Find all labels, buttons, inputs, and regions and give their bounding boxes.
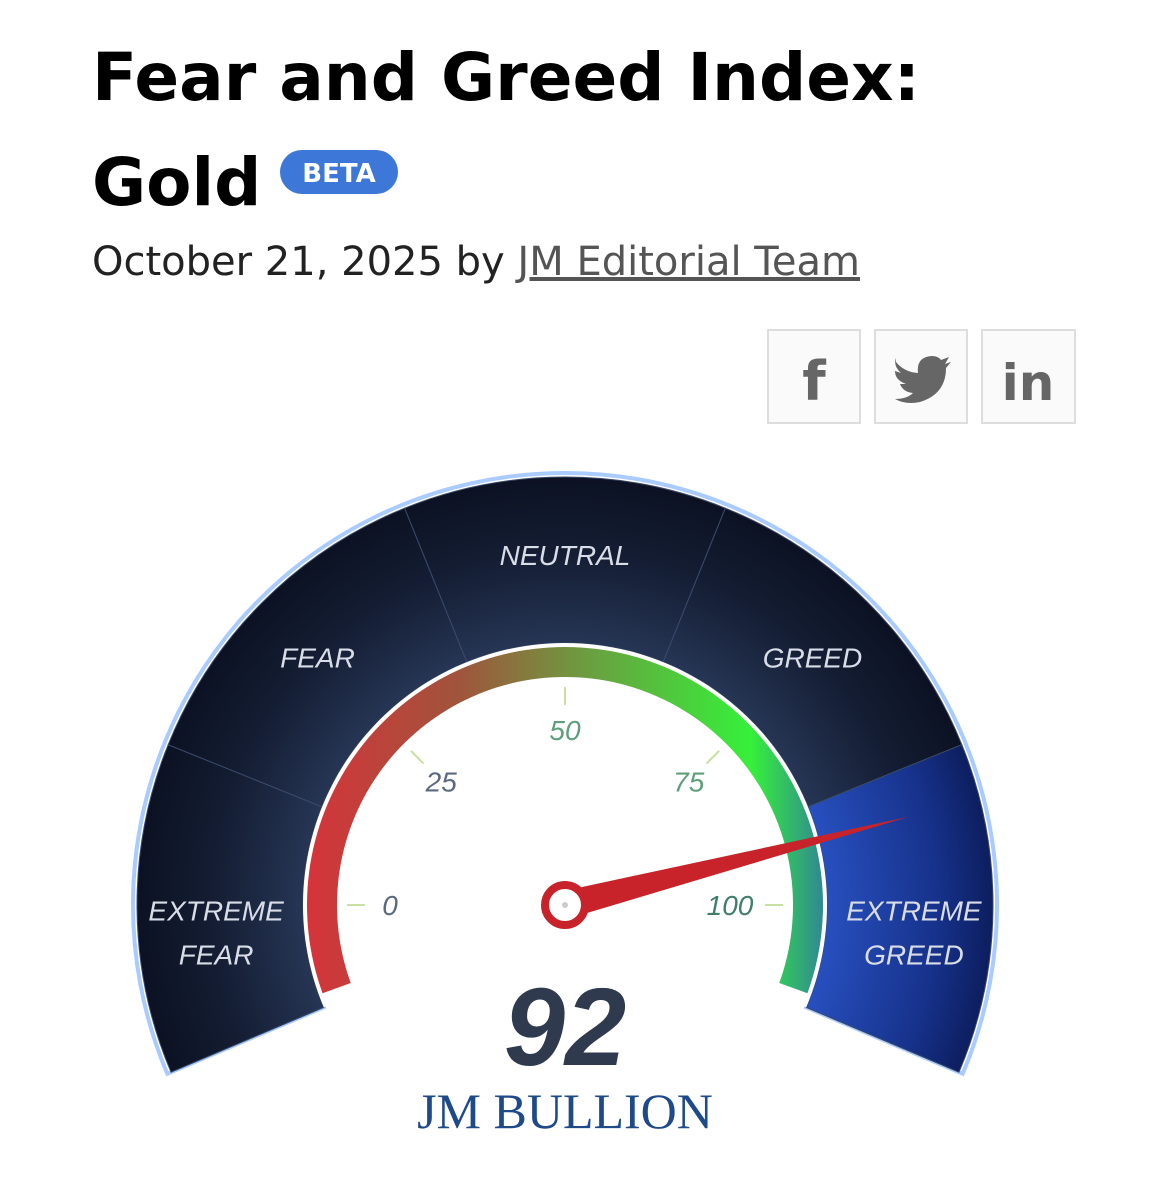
badge-bg — [280, 150, 398, 194]
title: Fear and Greed Index: — [92, 39, 920, 116]
gauge-face — [302, 643, 827, 1008]
zone-label: GREED — [763, 643, 863, 674]
tick-label: 75 — [673, 766, 705, 797]
share-twitter[interactable] — [874, 329, 968, 424]
author-link[interactable]: JM Editorial Team — [514, 239, 860, 285]
brand: JM BULLION — [417, 1083, 713, 1139]
zone-label: GREED — [864, 939, 964, 970]
zone-label: FEAR — [280, 643, 355, 674]
share-linkedin[interactable]: in — [981, 329, 1076, 424]
zone-label: FEAR — [179, 939, 254, 970]
gauge: EXTREME FEAR FEAR NEUTRAL GREED EXTREME GREED 0… — [131, 471, 999, 1139]
zone-label: NEUTRAL — [500, 540, 631, 571]
tick — [410, 750, 425, 765]
button — [767, 329, 861, 424]
icon-text: f — [802, 350, 826, 413]
icon-text: in — [1002, 354, 1055, 412]
needle — [561, 816, 909, 919]
zone-label: EXTREME — [846, 895, 982, 926]
byline: October 21, 2025 by JM Editorial Team — [92, 239, 860, 285]
tick-label: 100 — [707, 890, 754, 921]
date: October 21, 2025 — [92, 239, 443, 285]
needle-dot — [562, 902, 568, 908]
tick-label: 50 — [549, 715, 581, 746]
tick — [705, 750, 720, 765]
tick-label: 25 — [425, 766, 458, 797]
button — [981, 329, 1076, 424]
button — [874, 329, 968, 424]
by: by — [456, 239, 505, 285]
share-facebook[interactable]: f — [767, 329, 861, 424]
tick-label: 0 — [382, 890, 398, 921]
twitter-icon — [895, 356, 951, 403]
title: Gold — [92, 144, 261, 221]
zone-label: EXTREME — [148, 895, 284, 926]
badge: BETA — [302, 159, 375, 189]
value: 92 — [504, 966, 626, 1089]
